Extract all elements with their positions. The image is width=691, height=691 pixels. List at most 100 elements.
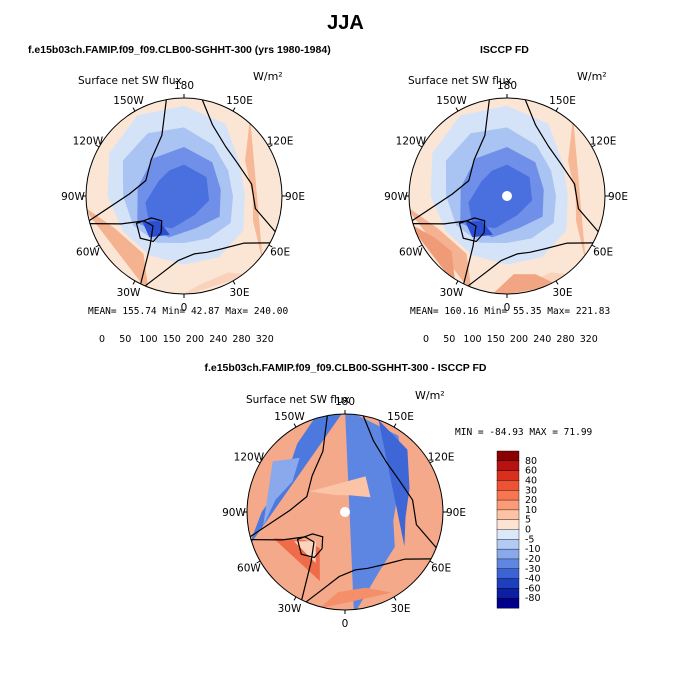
lon-label: 0 [181,302,188,314]
panel1-field-label: Surface net SW flux [78,75,182,87]
coastline [87,220,154,286]
lon-label: 30E [553,287,573,299]
panel2-stats: MEAN= 160.16 Min= 55.35 Max= 221.83 [410,306,611,317]
panel1-units: W/m² [253,70,283,83]
lon-tick [455,280,459,285]
colorbar-tick-label: 100 [139,334,157,345]
greenland-outline [135,217,163,243]
coastline [303,558,434,604]
colorbar-swatch [496,568,520,580]
lon-label: 120W [73,136,104,148]
colorbar-tick-label: 240 [209,334,227,345]
lon-label: 120E [590,136,617,148]
colorbar-tick-label: -40 [525,574,541,585]
lon-label: 90W [222,507,246,519]
colorbar-swatch [496,529,520,540]
lon-tick [293,423,297,428]
coastline [361,414,439,550]
colorbar-tick-label: 50 [443,334,455,345]
panel1-stats: MEAN= 155.74 Min= 42.87 Max= 240.00 [88,306,289,317]
lon-label: 90E [608,191,628,203]
colorbar-swatch [496,450,520,462]
lon-label: 30E [230,287,250,299]
colorbar-tick-label: 30 [525,485,537,496]
lon-label: 60E [431,563,451,575]
colorbar-swatch [496,470,520,481]
lon-label: 90W [384,191,408,203]
lon-tick [429,560,434,564]
panel3-units: W/m² [415,389,445,402]
colorbar-tick-label: 60 [525,466,537,477]
lon-label: 90E [285,191,305,203]
colorbar-swatch [496,558,520,570]
colorbar-tick-label: 20 [525,495,537,506]
colorbar-tick-label: 80 [525,456,537,467]
lon-label: 180 [174,80,194,92]
colorbar-tick-label: 0 [99,334,105,345]
colorbar-tick-label: 40 [525,475,537,486]
panel2-units: W/m² [577,70,607,83]
greenland-outline [458,217,486,243]
colorbar-tick-label: 0 [423,334,429,345]
panel3-field-label: Surface net SW flux [246,394,350,406]
colorbar-swatch [496,499,520,511]
lon-label: 60W [237,563,261,575]
colorbar-tick-label: 200 [186,334,204,345]
colorbar-tick-label: 320 [256,334,274,345]
panel2-field-label: Surface net SW flux [408,75,512,87]
lon-tick [418,144,423,148]
lon-tick [268,144,273,148]
coastline [200,98,278,234]
lon-label: 0 [342,618,349,630]
coastline [410,220,477,286]
colorbar-tick-label: 150 [163,334,181,345]
colorbar-tick-label: 100 [463,334,481,345]
lon-label: 30W [117,287,141,299]
colorbar-tick-label: 240 [533,334,551,345]
lon-label: 30E [391,603,411,615]
lon-label: 120E [267,136,294,148]
colorbar-tick-label: 10 [525,505,537,516]
lon-label: 30W [278,603,302,615]
polar-map-1: 180 150E 120E 90E 60E 30E 0 30W 60W 90W 120W 150W [61,80,305,314]
greenland-outline [296,533,324,559]
lon-tick [268,244,273,248]
colorbar-tick-label: 320 [580,334,598,345]
colorbar-swatch [496,460,520,472]
colorbar-tick-label: -20 [525,554,541,565]
case-a-title: f.e15b03ch.FAMIP.f09_f09.CLB00-SGHHT-300… [28,44,331,56]
lon-label: 120E [428,452,455,464]
lon-tick [256,460,261,464]
lon-label: 90E [446,507,466,519]
lon-tick [132,107,136,112]
lon-label: 120W [234,452,265,464]
colorbar-tick-label: 280 [232,334,250,345]
colorbar-tick-label: 0 [525,525,531,536]
lon-label: 30W [440,287,464,299]
lon-tick [256,560,261,564]
colorbar-swatch [496,480,520,491]
colorbar-tick-label: -30 [525,564,541,575]
lon-label: 60E [270,247,290,259]
lon-label: 60E [593,247,613,259]
lon-label: 150E [549,95,576,107]
polar-map-2: 180 150E 120E 90E 60E 30E 0 30W 60W 90W 120W 150W [384,80,628,314]
lon-label: 120W [396,136,427,148]
coastline [248,536,315,602]
lon-label: 150W [274,411,305,423]
lon-tick [393,423,397,428]
lon-label: 150W [436,95,467,107]
coastline [410,98,491,223]
lon-label: 150E [226,95,253,107]
coastline [248,414,329,539]
lon-tick [232,280,236,285]
difference-title: f.e15b03ch.FAMIP.f09_f09.CLB00-SGHHT-300… [204,362,487,374]
lon-tick [95,244,100,248]
case-b-title: ISCCP FD [480,44,529,56]
polar-map-3: 180 150E 120E 90E 60E 30E 0 30W 60W 90W 120W 150W [222,396,466,630]
colorbar-tick-label: 150 [487,334,505,345]
coastline [142,242,273,288]
lon-tick [455,107,459,112]
